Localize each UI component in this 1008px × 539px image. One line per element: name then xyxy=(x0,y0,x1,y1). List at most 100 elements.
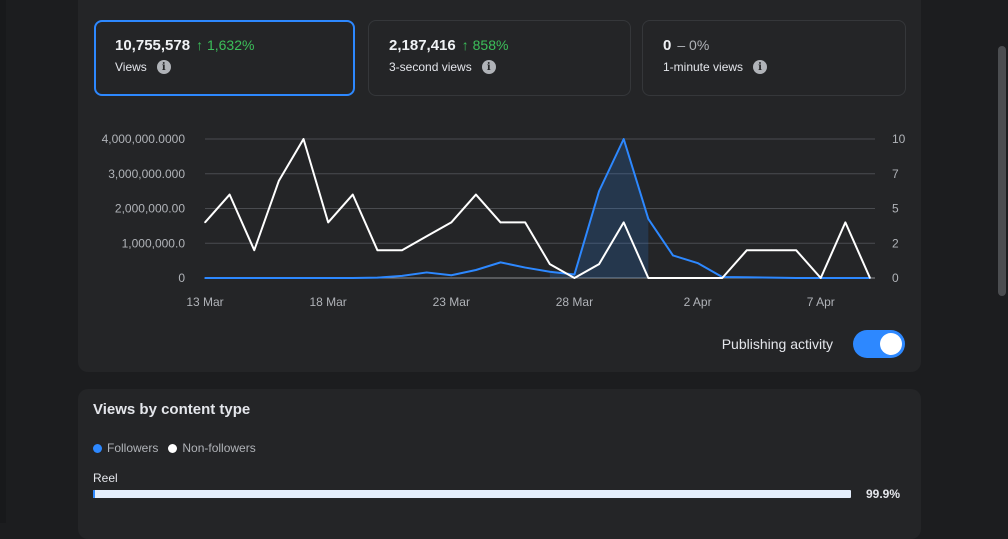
series-point-views xyxy=(228,277,231,279)
series-point-views xyxy=(622,138,625,140)
x-tick-label: 23 Mar xyxy=(433,295,470,309)
y-left-tick-label: 4,000,000.0000 xyxy=(102,132,186,146)
series-point-publishing xyxy=(598,263,600,265)
metric-change: ↑ 858% xyxy=(461,37,509,53)
content-type-legend: Followers Non-followers xyxy=(93,441,256,455)
series-point-views xyxy=(351,277,354,279)
metric-card-3-second-views[interactable]: 2,187,416 ↑ 858% 3-second views i xyxy=(368,20,631,96)
series-point-views xyxy=(401,275,403,277)
y-left-tick-label: 0 xyxy=(178,271,185,285)
series-point-views xyxy=(647,218,650,220)
y-right-tick-label: 5 xyxy=(892,202,899,216)
metric-card-views[interactable]: 10,755,578 ↑ 1,632% Views i xyxy=(94,20,355,96)
series-point-publishing xyxy=(524,221,526,224)
section-title: Views by content type xyxy=(93,401,251,418)
series-point-views xyxy=(253,277,256,279)
series-line-views xyxy=(205,138,870,279)
metric-value: 10,755,578 xyxy=(115,37,191,54)
series-point-views xyxy=(770,276,773,279)
series-point-publishing xyxy=(672,277,674,279)
left-edge xyxy=(0,0,6,523)
content-type-percent: 99.9% xyxy=(866,487,901,501)
series-point-publishing xyxy=(770,249,773,252)
views-line-chart: 0 1,000,000.0 2,000,000.00 3,000,000.000 4,0… xyxy=(102,132,906,309)
metric-change: ↑ 1,632% xyxy=(196,37,255,53)
views-overview-panel: 10,755,578 ↑ 1,632% Views i 2,187,416 ↑ … xyxy=(78,0,921,372)
series-point-views xyxy=(672,254,674,257)
content-type-bar-followers xyxy=(93,490,96,498)
x-tick-label: 13 Mar xyxy=(186,295,223,309)
highlight-area xyxy=(549,139,649,278)
content-type-row-label: Reel xyxy=(93,471,118,485)
legend-item-followers: Followers xyxy=(93,441,158,455)
series-point-publishing xyxy=(499,221,502,224)
series-point-publishing xyxy=(819,277,822,279)
series-point-publishing xyxy=(549,263,551,265)
x-tick-label: 28 Mar xyxy=(556,295,593,309)
series-point-views xyxy=(499,261,502,264)
series-point-publishing xyxy=(425,235,428,238)
metric-value: 0 xyxy=(663,37,672,54)
y-left-tick-label: 3,000,000.000 xyxy=(108,167,185,181)
series-point-publishing xyxy=(721,277,724,279)
x-tick-label: 7 Apr xyxy=(807,295,835,309)
series-point-views xyxy=(450,274,453,277)
series-point-publishing xyxy=(228,193,231,196)
series-point-publishing xyxy=(475,193,477,196)
y-right-tick-label: 10 xyxy=(892,132,906,146)
series-point-publishing xyxy=(869,277,871,279)
series-point-views xyxy=(795,277,797,279)
series-point-publishing xyxy=(573,277,576,279)
series-point-views xyxy=(302,277,305,279)
series-point-publishing xyxy=(746,249,748,252)
publishing-activity-label: Publishing activity xyxy=(721,336,833,352)
series-line-publishing xyxy=(204,138,871,279)
dash-icon: – xyxy=(677,37,686,53)
y-right-tick-label: 7 xyxy=(892,167,899,181)
y-right-tick-label: 0 xyxy=(892,271,899,285)
info-icon[interactable]: i xyxy=(753,60,768,74)
toggle-knob xyxy=(880,333,902,355)
series-point-views xyxy=(475,269,477,271)
info-icon[interactable]: i xyxy=(156,60,171,74)
scrollbar[interactable] xyxy=(994,0,1008,523)
series-point-publishing xyxy=(351,193,354,196)
scrollbar-thumb[interactable] xyxy=(998,46,1006,296)
y-right-tick-label: 2 xyxy=(892,236,899,250)
series-point-views xyxy=(598,190,600,192)
publishing-activity-row: Publishing activity xyxy=(722,330,905,358)
metric-label: 1-minute views xyxy=(663,60,744,74)
series-point-publishing xyxy=(278,179,280,182)
legend-dot-icon xyxy=(93,443,102,453)
series-point-publishing xyxy=(302,138,305,140)
series-point-publishing xyxy=(696,277,699,279)
series-point-views xyxy=(746,276,748,279)
series-point-publishing xyxy=(204,221,206,224)
series-point-views xyxy=(844,277,847,279)
arrow-up-icon: ↑ xyxy=(196,37,204,53)
series-point-publishing xyxy=(795,249,797,252)
x-tick-label: 2 Apr xyxy=(684,295,712,309)
series-point-views xyxy=(696,262,699,264)
arrow-up-icon: ↑ xyxy=(461,37,469,53)
series-point-views xyxy=(327,277,329,279)
series-point-publishing xyxy=(622,221,625,224)
metric-card-1-minute-views[interactable]: 0 – 0% 1-minute views i xyxy=(642,20,906,96)
content-type-panel: Views by content type Followers Non-foll… xyxy=(78,389,921,539)
y-left-tick-label: 1,000,000.0 xyxy=(122,236,186,250)
content-type-bar[interactable] xyxy=(93,490,851,498)
metric-label: 3-second views xyxy=(389,60,472,74)
legend-item-non-followers: Non-followers xyxy=(168,441,256,455)
series-point-views xyxy=(573,273,576,276)
publishing-activity-toggle[interactable] xyxy=(853,330,905,358)
series-point-views xyxy=(376,276,379,279)
metric-change: – 0% xyxy=(677,37,710,53)
x-tick-label: 18 Mar xyxy=(309,295,346,309)
series-point-publishing xyxy=(327,221,329,224)
info-icon[interactable]: i xyxy=(481,60,496,74)
series-point-views xyxy=(204,277,206,279)
series-point-publishing xyxy=(253,249,256,252)
series-point-publishing xyxy=(450,221,453,224)
series-point-views xyxy=(549,270,551,273)
legend-dot-icon xyxy=(168,443,178,453)
